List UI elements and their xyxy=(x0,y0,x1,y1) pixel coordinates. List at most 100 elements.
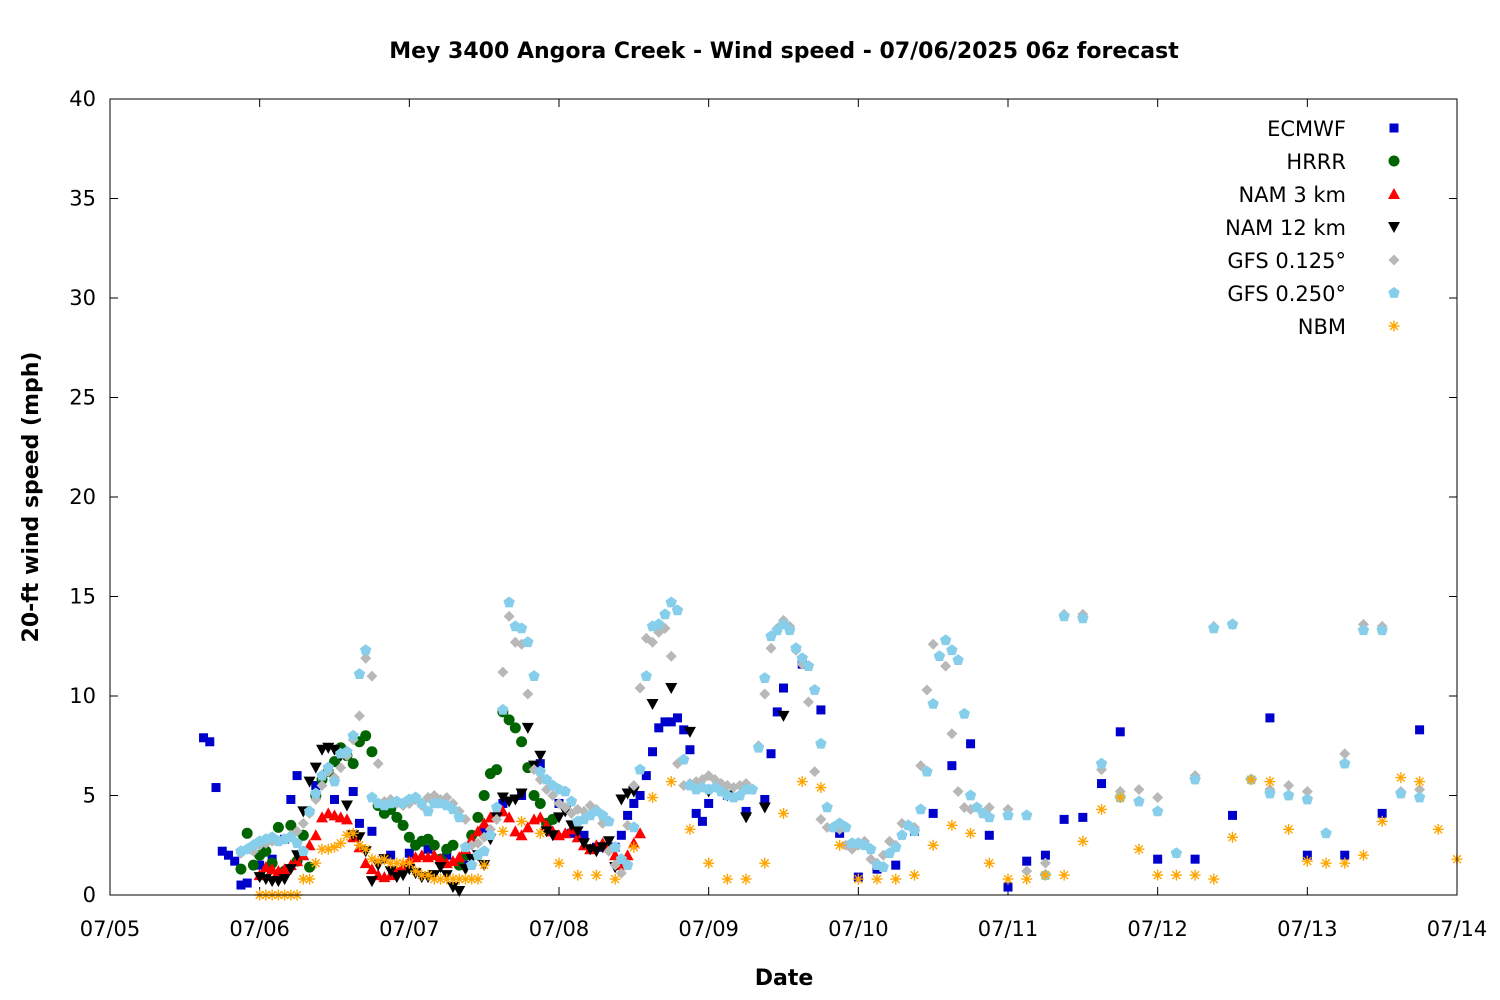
data-point xyxy=(647,791,659,803)
data-point xyxy=(758,802,771,814)
data-point xyxy=(509,794,522,806)
data-point xyxy=(340,813,353,825)
data-point xyxy=(534,827,546,839)
y-axis-label: 20-ft wind speed (mph) xyxy=(19,352,44,643)
data-point xyxy=(347,729,359,741)
data-point xyxy=(340,800,353,812)
data-point xyxy=(353,832,366,844)
data-point xyxy=(309,829,322,841)
data-point xyxy=(384,866,397,878)
data-point xyxy=(784,624,796,636)
data-point xyxy=(660,717,670,727)
data-point xyxy=(316,843,328,855)
series-hrrr xyxy=(235,706,559,877)
data-point xyxy=(286,794,296,804)
data-point xyxy=(890,873,902,885)
data-point xyxy=(641,771,651,781)
data-point xyxy=(1395,772,1407,784)
data-point xyxy=(434,853,447,865)
legend-marker xyxy=(1389,123,1399,133)
legend-marker xyxy=(1388,222,1400,233)
data-point xyxy=(740,812,753,824)
data-point xyxy=(491,813,503,825)
data-point xyxy=(310,787,322,799)
data-point xyxy=(1170,869,1182,881)
data-point xyxy=(983,811,995,823)
data-point xyxy=(322,843,334,855)
data-point xyxy=(602,836,615,848)
data-point xyxy=(303,805,316,817)
legend-label: NBM xyxy=(1298,315,1346,339)
data-point xyxy=(447,839,459,851)
data-point xyxy=(297,845,310,857)
data-point xyxy=(616,830,626,840)
series-gfs-0-250- xyxy=(235,596,1426,880)
data-point xyxy=(777,710,790,722)
data-point xyxy=(459,841,472,853)
data-point xyxy=(840,821,852,833)
data-point xyxy=(515,622,528,634)
data-point xyxy=(928,808,938,818)
data-point xyxy=(509,825,522,837)
data-point xyxy=(815,782,827,794)
data-point xyxy=(927,638,939,650)
data-point xyxy=(534,797,546,809)
data-point xyxy=(453,851,466,863)
data-point xyxy=(434,862,447,874)
data-point xyxy=(765,642,777,654)
data-point xyxy=(472,811,484,823)
data-point xyxy=(741,806,751,816)
data-point xyxy=(577,838,590,850)
data-point xyxy=(1357,624,1370,636)
data-point xyxy=(528,790,540,801)
data-point xyxy=(1039,857,1051,869)
data-point xyxy=(247,859,259,871)
data-point xyxy=(1301,855,1313,867)
data-point xyxy=(908,869,920,881)
data-point xyxy=(509,722,521,734)
data-point xyxy=(484,829,497,841)
data-point xyxy=(628,780,640,792)
data-point xyxy=(1021,865,1033,877)
data-point xyxy=(1189,869,1201,881)
legend-label: ECMWF xyxy=(1267,117,1346,141)
data-point xyxy=(1208,622,1220,634)
data-point xyxy=(447,803,459,815)
data-point xyxy=(653,618,665,630)
data-point xyxy=(360,843,372,855)
data-point xyxy=(684,823,696,835)
legend: ECMWF HRRR NAM 3 km NAM 12 km GFS 0.125° GFS … xyxy=(1225,117,1400,339)
data-point xyxy=(297,817,309,829)
data-point xyxy=(446,882,459,894)
data-point xyxy=(821,801,833,813)
data-point xyxy=(404,848,414,858)
data-point xyxy=(796,776,808,788)
data-point xyxy=(665,683,678,695)
data-point xyxy=(503,610,515,622)
data-point xyxy=(571,826,584,838)
data-point xyxy=(865,843,877,855)
data-point xyxy=(347,758,359,770)
legend-marker xyxy=(1388,155,1400,167)
data-point xyxy=(679,725,689,735)
x-tick-label: 07/05 xyxy=(80,917,141,941)
data-point xyxy=(802,696,814,708)
data-point xyxy=(615,794,628,806)
data-point xyxy=(366,791,378,803)
data-point xyxy=(478,817,491,829)
data-point xyxy=(1264,787,1276,799)
data-point xyxy=(217,846,227,856)
data-point xyxy=(683,726,696,738)
data-point xyxy=(211,783,221,793)
x-tick-label: 07/06 xyxy=(229,917,290,941)
data-point xyxy=(947,761,957,771)
data-point xyxy=(328,775,341,787)
data-point xyxy=(465,859,478,870)
data-point xyxy=(1002,809,1014,821)
data-point xyxy=(441,873,453,885)
data-point xyxy=(1376,624,1388,636)
data-point xyxy=(534,750,547,762)
data-point xyxy=(503,596,515,608)
data-point xyxy=(927,697,939,709)
data-point xyxy=(766,749,776,759)
